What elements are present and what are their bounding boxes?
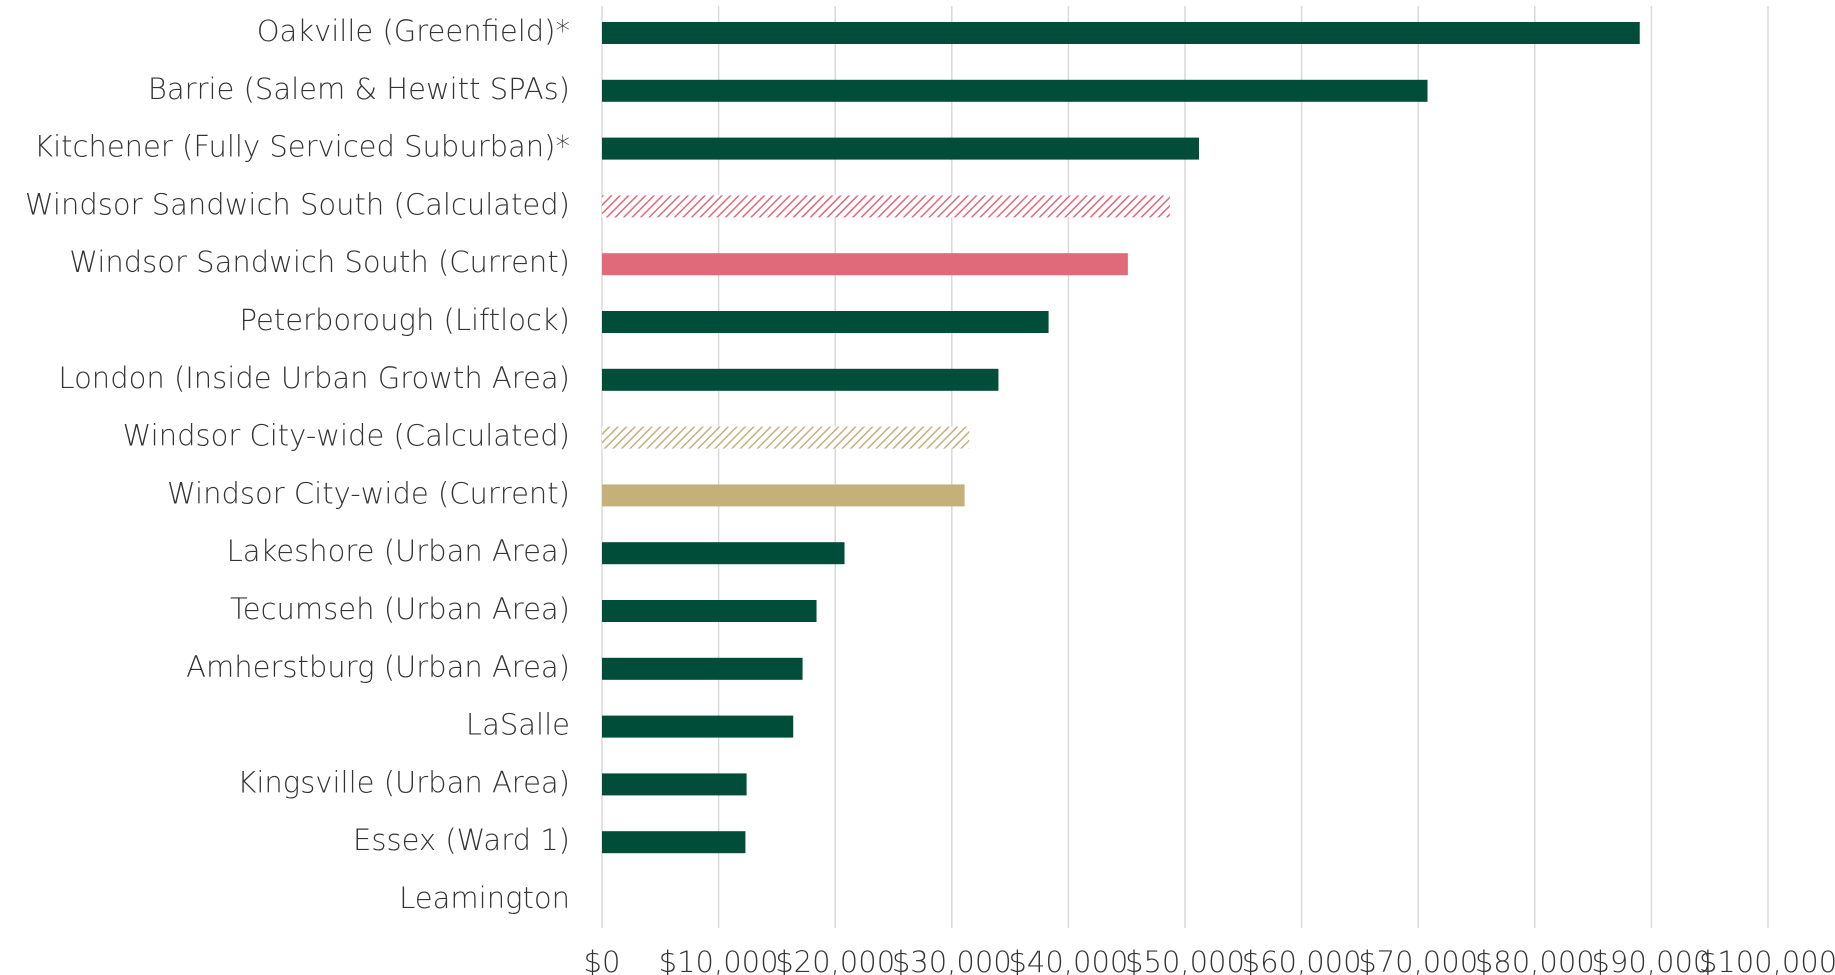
bar — [602, 484, 965, 507]
x-tick-label: $60,000 — [1242, 945, 1362, 975]
x-tick-label: $90,000 — [1591, 945, 1711, 975]
x-tick-label: $70,000 — [1358, 945, 1478, 975]
bar — [602, 368, 999, 391]
y-tick-label: Windsor City-wide (Current) — [167, 476, 570, 510]
y-tick-label: London (Inside Urban Growth Area) — [58, 361, 570, 395]
x-tick-label: $100,000 — [1699, 945, 1835, 975]
bar — [602, 195, 1170, 218]
x-tick-label: $20,000 — [775, 945, 895, 975]
y-tick-label: Tecumseh (Urban Area) — [230, 592, 570, 626]
bar — [602, 79, 1428, 102]
y-tick-label: LaSalle — [466, 708, 570, 742]
y-tick-label: Windsor Sandwich South (Current) — [69, 245, 570, 279]
y-tick-label: Kitchener (Fully Serviced Suburban)* — [34, 130, 570, 164]
x-tick-label: $80,000 — [1475, 945, 1595, 975]
y-tick-label: Windsor Sandwich South (Calculated) — [25, 187, 570, 221]
bar — [602, 600, 817, 622]
y-tick-label: Amherstburg (Urban Area) — [186, 650, 570, 684]
y-tick-label: Lakeshore (Urban Area) — [227, 534, 570, 568]
bar — [602, 311, 1049, 333]
y-tick-label: Oakville (Greenfield)* — [257, 14, 570, 48]
y-tick-label: Windsor City-wide (Calculated) — [123, 419, 570, 453]
y-tick-label: Barrie (Salem & Hewitt SPAs) — [148, 72, 570, 106]
bar — [602, 137, 1199, 160]
bar — [602, 831, 746, 854]
y-tick-label: Peterborough (Liftlock) — [240, 303, 570, 337]
y-tick-label: Kingsville (Urban Area) — [237, 765, 570, 799]
x-tick-label: $40,000 — [1008, 945, 1128, 975]
bar — [602, 22, 1640, 44]
x-tick-label: $30,000 — [892, 945, 1012, 975]
x-tick-label: $50,000 — [1125, 945, 1245, 975]
bar — [602, 542, 845, 565]
bar — [602, 773, 747, 796]
y-tick-label: Leamington — [399, 881, 570, 915]
bar — [602, 657, 803, 680]
x-tick-label: $10,000 — [659, 945, 779, 975]
bar — [602, 426, 970, 449]
bar — [602, 253, 1128, 276]
bar — [602, 715, 794, 738]
x-tick-label: $0 — [584, 945, 621, 975]
y-tick-label: Essex (Ward 1) — [353, 823, 570, 857]
